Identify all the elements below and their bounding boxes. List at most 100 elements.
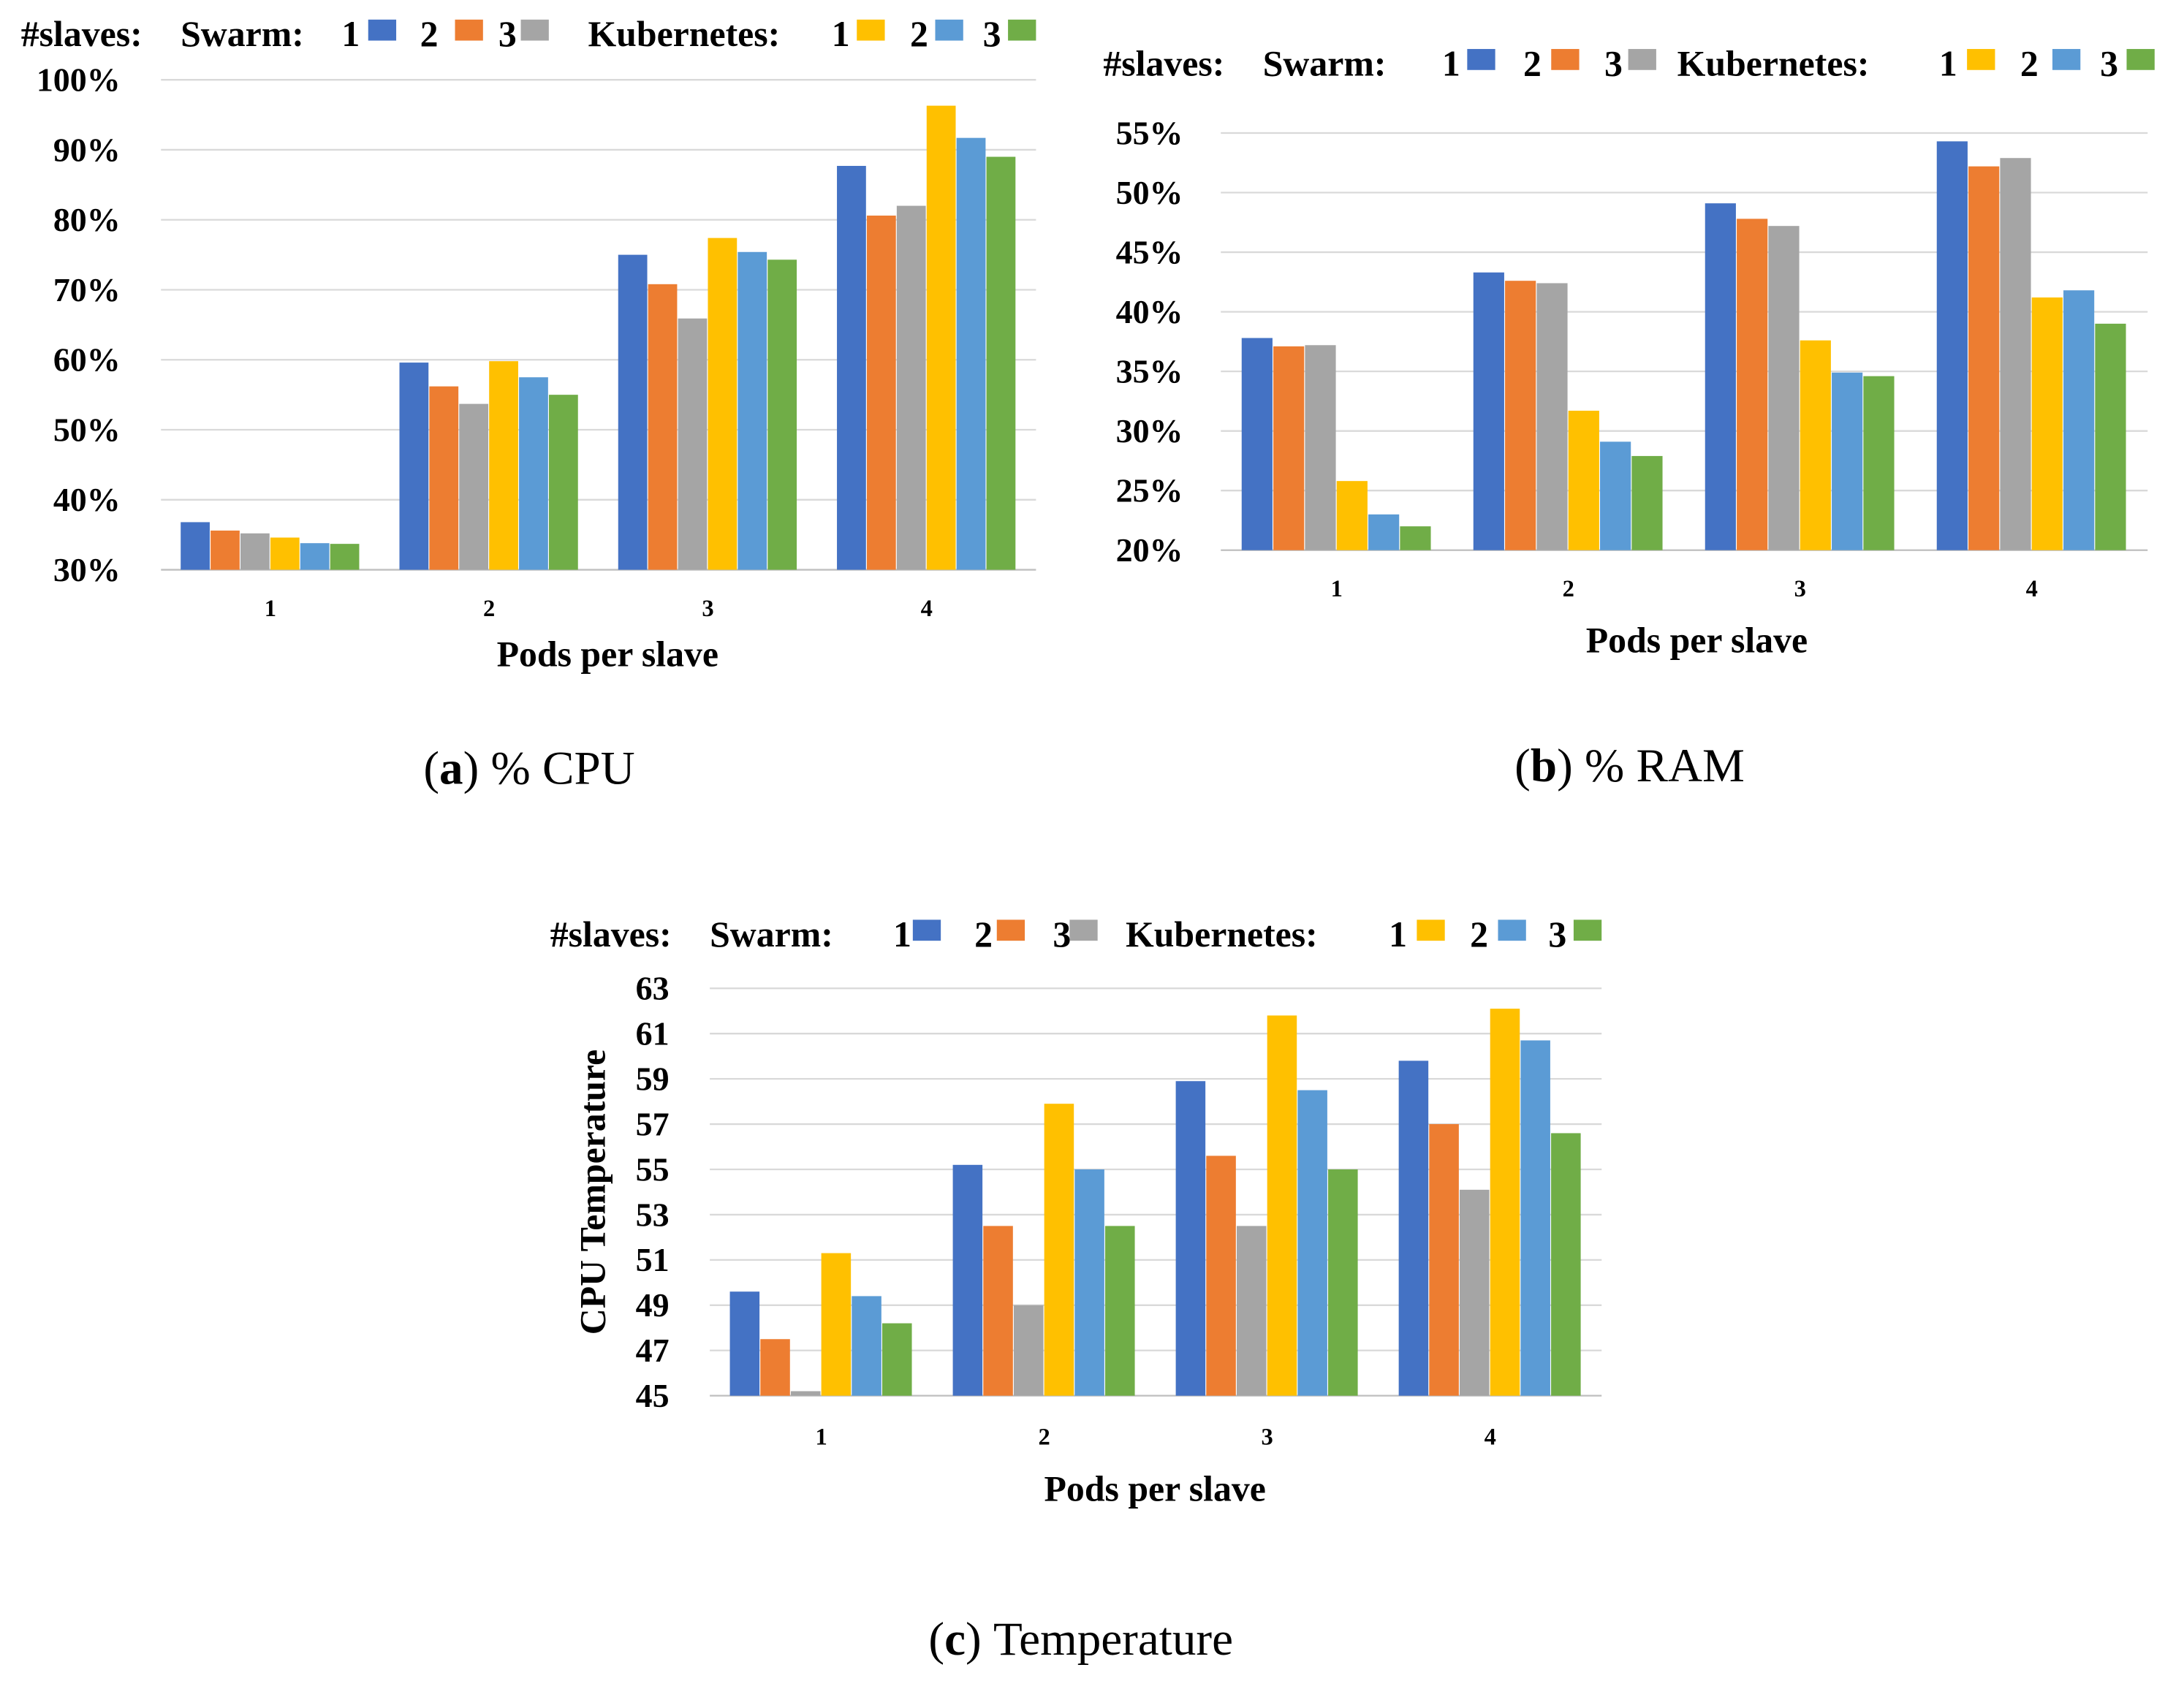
bar bbox=[678, 318, 708, 570]
bar bbox=[1044, 1104, 1074, 1396]
caption-letter: b bbox=[1531, 740, 1557, 792]
legend-group-swarm: Swarm: bbox=[1263, 43, 1387, 83]
legend-swatch bbox=[1467, 49, 1495, 70]
bar bbox=[1273, 346, 1305, 550]
bar bbox=[2095, 323, 2126, 550]
x-tick-label: 3 bbox=[702, 596, 713, 622]
legend-prefix: #slaves: bbox=[21, 14, 143, 54]
bar bbox=[1336, 481, 1368, 550]
bar bbox=[459, 403, 489, 570]
bar bbox=[986, 156, 1016, 570]
x-axis-label: Pods per slave bbox=[1586, 621, 1808, 661]
y-tick-label: 63 bbox=[636, 970, 670, 1007]
bar bbox=[548, 395, 578, 570]
bar bbox=[738, 251, 767, 570]
bar bbox=[1175, 1081, 1206, 1396]
bar bbox=[1768, 226, 1800, 550]
caption: (c) Temperature bbox=[928, 1613, 1233, 1666]
bar bbox=[489, 361, 518, 570]
bar bbox=[1267, 1015, 1297, 1396]
y-tick-label: 20% bbox=[1116, 531, 1183, 569]
bar bbox=[760, 1339, 790, 1396]
bar bbox=[952, 1164, 983, 1396]
x-tick-label: 4 bbox=[1485, 1424, 1496, 1451]
bar bbox=[300, 543, 330, 570]
bar bbox=[1460, 1189, 1490, 1396]
legend-entry-label: 3 bbox=[983, 14, 1001, 54]
bar bbox=[1705, 203, 1736, 550]
legend-entry-label: 3 bbox=[498, 14, 517, 54]
y-tick-label: 25% bbox=[1116, 472, 1183, 509]
bar bbox=[1297, 1090, 1327, 1396]
y-tick-label: 47 bbox=[636, 1332, 670, 1369]
legend-entry-label: 1 bbox=[1442, 43, 1460, 83]
caption: (b) % RAM bbox=[1514, 740, 1745, 792]
x-tick-label: 4 bbox=[921, 596, 933, 622]
y-tick-label: 57 bbox=[636, 1105, 670, 1142]
caption: (a) % CPU bbox=[423, 743, 634, 795]
y-tick-label: 40% bbox=[1116, 293, 1183, 330]
legend-entry-label: 2 bbox=[1470, 914, 1488, 955]
gridlines bbox=[161, 79, 1036, 571]
legend-swatch bbox=[1967, 49, 1995, 70]
y-tick-label: 53 bbox=[636, 1196, 670, 1233]
y-tick-label: 55 bbox=[636, 1150, 670, 1188]
caption-text: Temperature bbox=[993, 1613, 1233, 1666]
legend-entry-label: 1 bbox=[1389, 914, 1407, 955]
bar bbox=[837, 165, 866, 570]
legend-swatch bbox=[996, 919, 1025, 941]
legend: #slaves: Swarm: Kubernetes: 1 2 3 1 2 3 bbox=[21, 14, 1036, 54]
chart-a: 30% 40% 50% 60% 70% 80% 90% 100% 1 2 3 4 Pods per sl… bbox=[21, 14, 1036, 795]
bar bbox=[618, 254, 648, 570]
bar bbox=[1013, 1305, 1044, 1396]
bar bbox=[2031, 297, 2063, 550]
bar bbox=[881, 1323, 912, 1396]
caption-paren-open: ( bbox=[928, 1613, 944, 1666]
x-tick-label: 1 bbox=[815, 1424, 827, 1451]
x-axis-label: Pods per slave bbox=[497, 634, 718, 675]
bar bbox=[1505, 281, 1536, 550]
legend-entry-label: 3 bbox=[2100, 43, 2118, 83]
legend-swatch bbox=[935, 19, 963, 41]
legend-swatch bbox=[1573, 919, 1602, 941]
bar bbox=[1241, 338, 1273, 550]
bar bbox=[519, 377, 548, 570]
bar bbox=[1206, 1156, 1236, 1396]
caption-paren-close: ) bbox=[1557, 740, 1585, 792]
bar bbox=[1368, 514, 1400, 550]
bar bbox=[821, 1253, 852, 1396]
y-tick-label: 45% bbox=[1116, 233, 1183, 270]
legend-entry-label: 1 bbox=[832, 14, 850, 54]
caption-paren-close: ) bbox=[966, 1613, 993, 1666]
bar bbox=[1520, 1040, 1550, 1396]
bar bbox=[181, 522, 210, 570]
bar bbox=[1305, 345, 1336, 550]
y-tick-label: 50% bbox=[1116, 174, 1183, 211]
bar bbox=[1600, 441, 1631, 550]
legend-entry-label: 1 bbox=[1939, 43, 1957, 83]
legend-swatch bbox=[520, 19, 549, 41]
y-tick-label: 51 bbox=[636, 1241, 670, 1278]
chart-c: 45 47 49 51 53 55 57 59 61 63 1 2 3 4 Pods per slave CP… bbox=[550, 914, 1602, 1666]
bar bbox=[1490, 1009, 1520, 1396]
y-tick-label: 40% bbox=[53, 481, 121, 518]
legend-entry-label: 2 bbox=[910, 14, 928, 54]
y-tick-label: 30% bbox=[53, 551, 121, 588]
y-tick-label: 45 bbox=[636, 1377, 670, 1414]
legend-entry-label: 3 bbox=[1053, 914, 1071, 955]
legend-swatch bbox=[368, 19, 397, 41]
bar bbox=[1105, 1226, 1135, 1396]
y-tick-label: 55% bbox=[1116, 114, 1183, 151]
bar bbox=[211, 530, 240, 570]
bar bbox=[896, 205, 926, 570]
legend-entry-label: 2 bbox=[2020, 43, 2039, 83]
bar bbox=[330, 544, 360, 570]
bar bbox=[1863, 376, 1895, 550]
bar bbox=[1328, 1169, 1358, 1396]
y-axis-ticks: 20% 25% 30% 35% 40% 45% 50% 55% bbox=[1116, 114, 1183, 569]
bar bbox=[866, 215, 896, 570]
bar bbox=[1737, 219, 1768, 550]
y-tick-label: 100% bbox=[37, 61, 121, 99]
bar bbox=[1236, 1226, 1267, 1396]
